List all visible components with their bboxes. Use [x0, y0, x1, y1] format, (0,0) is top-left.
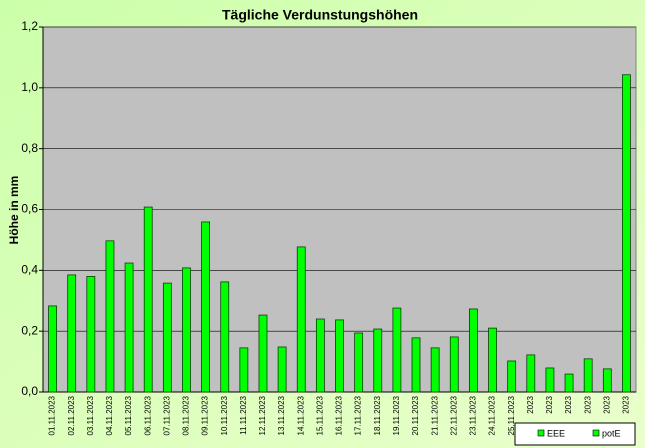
y-tick-label: 1,2 — [21, 19, 38, 33]
x-tick-label: 23.11.2023 — [469, 395, 478, 435]
x-tick-label: 21.11.2023 — [430, 395, 439, 435]
x-tick-label: 15.11.2023 — [315, 395, 324, 435]
x-tick-label: 16.11.2023 — [335, 395, 344, 435]
x-tick-label: 2023 — [564, 395, 573, 413]
bar — [449, 336, 459, 393]
bar — [622, 74, 631, 393]
bar — [67, 274, 77, 393]
legend-label: EEE — [547, 428, 565, 438]
bar — [583, 358, 593, 393]
x-tick-label: 12.11.2023 — [258, 395, 267, 435]
bar — [602, 368, 612, 393]
bar — [315, 318, 325, 393]
y-tick-label: 0,4 — [21, 263, 38, 277]
bar — [469, 308, 478, 393]
x-tick-label: 06.11.2023 — [143, 395, 152, 435]
bar — [507, 360, 517, 393]
x-tick-label: 05.11.2023 — [124, 395, 133, 435]
bar — [411, 337, 421, 393]
legend-label: potE — [602, 428, 621, 438]
y-tick-label: 0,0 — [21, 384, 38, 398]
bar — [105, 240, 115, 393]
x-tick-label: 20.11.2023 — [411, 395, 420, 435]
x-tick-label: 01.11.2023 — [48, 395, 57, 435]
bar — [354, 332, 364, 393]
x-tick-label: 03.11.2023 — [86, 395, 95, 435]
y-tick-label: 0,6 — [21, 202, 38, 216]
x-tick-label: 02.11.2023 — [67, 395, 76, 435]
bar — [296, 246, 306, 393]
bar — [488, 327, 497, 393]
y-tick-label: 0,8 — [21, 141, 38, 155]
x-tick-label: 13.11.2023 — [277, 395, 286, 435]
bar — [335, 319, 344, 393]
legend-swatch — [592, 429, 600, 437]
x-tick-label: 2023 — [602, 395, 611, 413]
x-tick-label: 2023 — [526, 395, 535, 413]
x-tick-label: 24.11.2023 — [488, 395, 497, 435]
legend-swatch — [537, 429, 545, 437]
y-tick-label: 1,0 — [21, 80, 38, 94]
bar — [258, 314, 268, 393]
bar — [277, 346, 287, 393]
chart-title: Tägliche Verdunstungshöhen — [222, 7, 418, 23]
bar — [48, 305, 57, 393]
x-tick-label: 09.11.2023 — [201, 395, 210, 435]
legend — [514, 422, 636, 446]
bar — [430, 347, 440, 393]
bar — [143, 206, 153, 393]
bar — [526, 354, 536, 393]
bar — [545, 367, 555, 393]
bar — [162, 282, 172, 393]
bar — [373, 328, 383, 393]
x-tick-label: 11.11.2023 — [239, 395, 248, 434]
x-tick-label: 17.11.2023 — [354, 395, 363, 435]
bar — [564, 373, 574, 393]
x-tick-label: 04.11.2023 — [105, 395, 114, 435]
x-tick-label: 14.11.2023 — [296, 395, 305, 435]
x-tick-label: 2023 — [583, 395, 592, 413]
x-tick-label: 18.11.2023 — [373, 395, 382, 435]
x-tick-label: 10.11.2023 — [220, 395, 229, 435]
bar — [182, 267, 191, 393]
bar — [239, 347, 249, 393]
x-tick-label: 08.11.2023 — [182, 395, 191, 435]
bar — [124, 262, 134, 393]
x-tick-label: 22.11.2023 — [449, 395, 458, 435]
x-tick-label: 19.11.2023 — [392, 395, 401, 435]
y-tick-label: 0,2 — [21, 323, 38, 337]
x-tick-label: 2023 — [545, 395, 554, 413]
y-axis-label: Höhe in mm — [7, 176, 21, 245]
bar — [86, 276, 96, 393]
x-tick-label: 2023 — [622, 395, 631, 413]
bar — [392, 307, 402, 393]
bar — [201, 221, 210, 393]
x-tick-label: 07.11.2023 — [162, 395, 171, 435]
x-tick-label: 25.11.2023 — [507, 395, 516, 435]
bar — [220, 281, 230, 393]
